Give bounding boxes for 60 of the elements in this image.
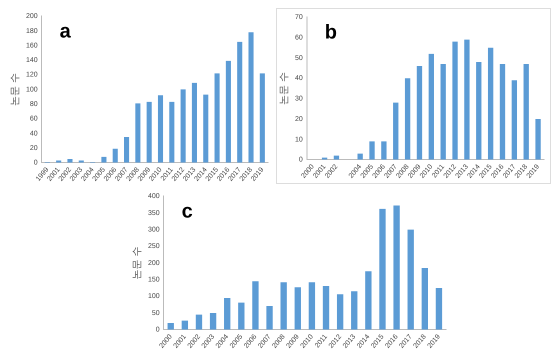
bar (379, 208, 386, 330)
bar (351, 291, 358, 330)
bar (146, 102, 152, 163)
bar (369, 141, 375, 160)
bar (135, 103, 140, 163)
bar (393, 102, 398, 160)
bar (404, 78, 410, 160)
bar (237, 42, 242, 163)
bar (336, 294, 344, 330)
bar (322, 286, 330, 330)
bar (308, 282, 316, 330)
y-axis-title: 논문 수 (278, 72, 290, 105)
bar (169, 102, 174, 163)
bar (452, 42, 458, 160)
bar (436, 288, 442, 330)
bar (464, 40, 470, 160)
bar (158, 95, 164, 163)
bar (78, 160, 84, 163)
bar (67, 159, 73, 163)
bar (416, 66, 422, 160)
bar (488, 48, 494, 160)
bar (357, 154, 363, 160)
bar (500, 64, 506, 160)
bar (408, 230, 414, 330)
bar (512, 80, 518, 160)
bar (440, 64, 446, 160)
bar (393, 206, 400, 330)
bar (210, 312, 216, 330)
bar (182, 320, 188, 330)
bar (280, 282, 287, 330)
bar (252, 281, 259, 330)
bar (381, 141, 387, 160)
bar (112, 148, 118, 163)
bar (238, 302, 244, 330)
bar (334, 156, 340, 160)
bar (428, 54, 434, 160)
y-axis-title: 논문 수 (10, 73, 21, 106)
chart-title: a (60, 20, 72, 43)
bar (226, 60, 231, 163)
bar (294, 287, 301, 330)
bar (196, 314, 202, 330)
bar (180, 89, 186, 163)
y-axis-title: 논문 수 (132, 246, 143, 280)
bar (224, 298, 230, 330)
bar (476, 62, 482, 160)
bar (101, 156, 106, 163)
bar (365, 271, 372, 330)
bar (214, 73, 220, 163)
chart-title: c (182, 200, 193, 223)
bar (248, 32, 254, 163)
bar (535, 118, 541, 160)
bar (260, 73, 265, 163)
bar (192, 82, 197, 163)
bar (168, 323, 174, 330)
bar (124, 137, 130, 163)
bar (266, 306, 273, 330)
bar (203, 94, 208, 163)
chart-title: b (324, 22, 338, 44)
bar (422, 268, 428, 330)
bar (524, 64, 529, 160)
